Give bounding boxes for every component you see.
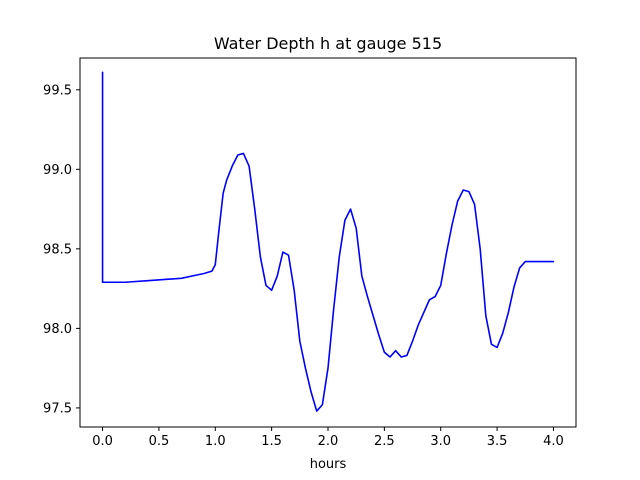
y-axis: 97.5 98.0 98.5 99.0 99.5: [43, 83, 80, 416]
plot-area: [101, 71, 555, 412]
x-tick-label: 1.5: [261, 434, 282, 449]
series-line-0: [101, 71, 555, 412]
x-tick-label: 0.0: [92, 434, 113, 449]
y-tick-label: 99.0: [43, 163, 72, 178]
x-axis: 0.0 0.5 1.0 1.5 2.0 2.5 3.0 3.5 4.0: [92, 427, 564, 449]
chart-title: Water Depth h at gauge 515: [214, 34, 442, 53]
x-tick-label: 2.5: [374, 434, 395, 449]
x-tick-label: 3.5: [487, 434, 508, 449]
y-tick-label: 97.5: [43, 401, 72, 416]
x-tick-label: 3.0: [430, 434, 451, 449]
x-axis-label: hours: [310, 457, 347, 472]
x-tick-label: 2.0: [318, 434, 339, 449]
x-tick-label: 4.0: [543, 434, 564, 449]
y-tick-label: 98.0: [43, 322, 72, 337]
y-tick-label: 98.5: [43, 242, 72, 257]
x-tick-label: 0.5: [149, 434, 170, 449]
y-tick-label: 99.5: [43, 83, 72, 98]
x-tick-label: 1.0: [205, 434, 226, 449]
